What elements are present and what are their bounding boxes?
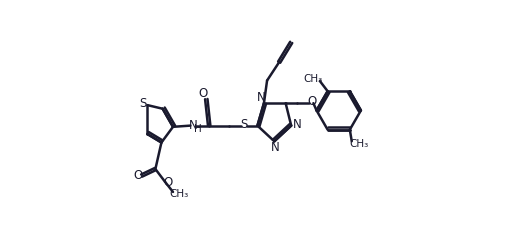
Text: CH₃: CH₃ <box>349 139 368 149</box>
Text: O: O <box>164 176 173 189</box>
Text: N: N <box>257 91 265 104</box>
Text: CH₃: CH₃ <box>304 74 323 84</box>
Text: S: S <box>241 118 248 131</box>
Text: H: H <box>194 123 201 133</box>
Text: S: S <box>139 97 146 110</box>
Text: CH₃: CH₃ <box>170 189 189 199</box>
Text: N: N <box>271 141 280 154</box>
Text: N: N <box>293 118 301 131</box>
Text: O: O <box>199 87 208 100</box>
Text: N: N <box>189 119 197 132</box>
Text: O: O <box>133 169 142 182</box>
Text: O: O <box>307 95 317 109</box>
